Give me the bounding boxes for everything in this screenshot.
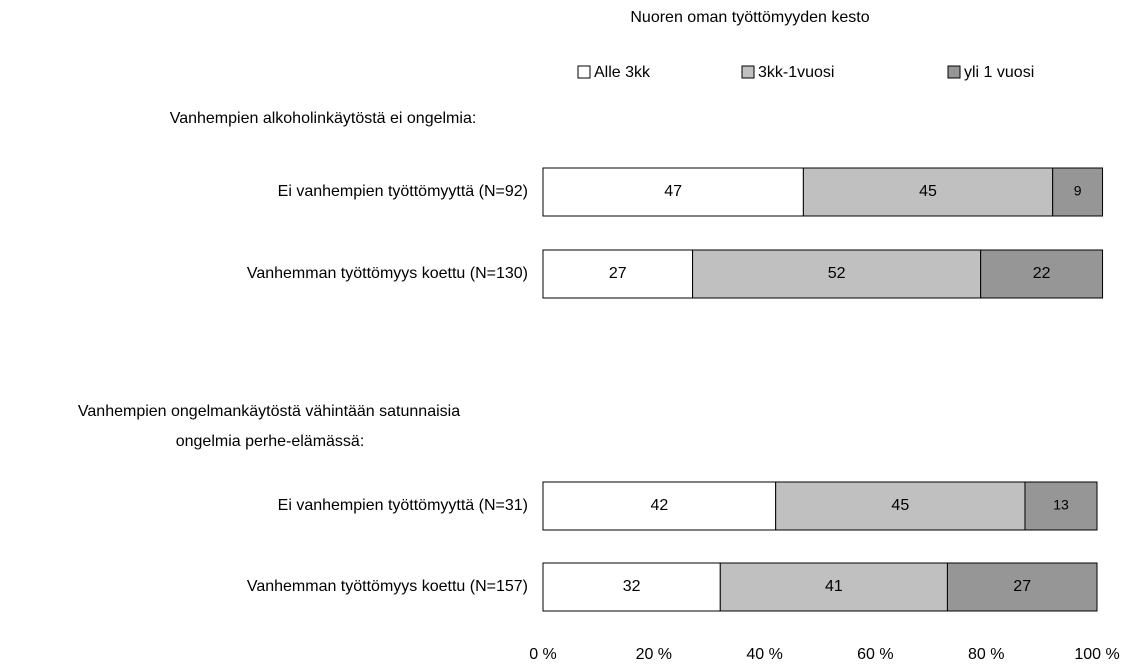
value-label: 13 [1053, 497, 1069, 513]
legend-label: yli 1 vuosi [964, 64, 1034, 81]
value-label: 52 [828, 265, 846, 282]
bar-segment [1024, 481, 1098, 531]
bar-segment [946, 562, 1098, 612]
group-label: Vanhempien ongelmankäytöstä vähintään sa… [78, 403, 460, 420]
bar-segment [542, 167, 804, 217]
value-label: 41 [825, 578, 843, 595]
legend-swatch [577, 65, 591, 79]
x-tick-label: 40 % [746, 646, 782, 663]
bar-segment [980, 249, 1104, 299]
legend-title: Nuoren oman työttömyyden kesto [630, 9, 869, 26]
value-label: 22 [1033, 265, 1051, 282]
group-label: ongelmia perhe-elämässä: [176, 433, 365, 450]
bar-segment [692, 249, 982, 299]
bar-segment [775, 481, 1026, 531]
x-tick-label: 60 % [857, 646, 893, 663]
legend-swatch [741, 65, 755, 79]
x-tick-label: 20 % [636, 646, 672, 663]
value-label: 32 [623, 578, 641, 595]
bar-segment [1052, 167, 1104, 217]
x-tick-label: 80 % [968, 646, 1004, 663]
value-label: 42 [650, 497, 668, 514]
value-label: 9 [1074, 183, 1082, 199]
bar-segment [802, 167, 1054, 217]
value-label: 47 [664, 183, 682, 200]
legend-label: 3kk-1vuosi [758, 64, 834, 81]
value-label: 45 [891, 497, 909, 514]
y-tick-label: Ei vanhempien työttömyyttä (N=92) [278, 183, 528, 200]
y-tick-label: Vanhemman työttömyys koettu (N=157) [247, 578, 528, 595]
legend-swatch [947, 65, 961, 79]
value-label: 45 [919, 183, 937, 200]
x-tick-label: 100 % [1074, 646, 1119, 663]
value-label: 27 [609, 265, 627, 282]
y-tick-label: Vanhemman työttömyys koettu (N=130) [247, 265, 528, 282]
x-tick-label: 0 % [529, 646, 557, 663]
bar-segment [542, 481, 777, 531]
value-label: 27 [1013, 578, 1031, 595]
group-label: Vanhempien alkoholinkäytöstä ei ongelmia… [170, 110, 477, 127]
bar-segment [542, 249, 694, 299]
legend-label: Alle 3kk [594, 64, 651, 81]
y-tick-label: Ei vanhempien työttömyyttä (N=31) [278, 497, 528, 514]
bar-segment [542, 562, 721, 612]
